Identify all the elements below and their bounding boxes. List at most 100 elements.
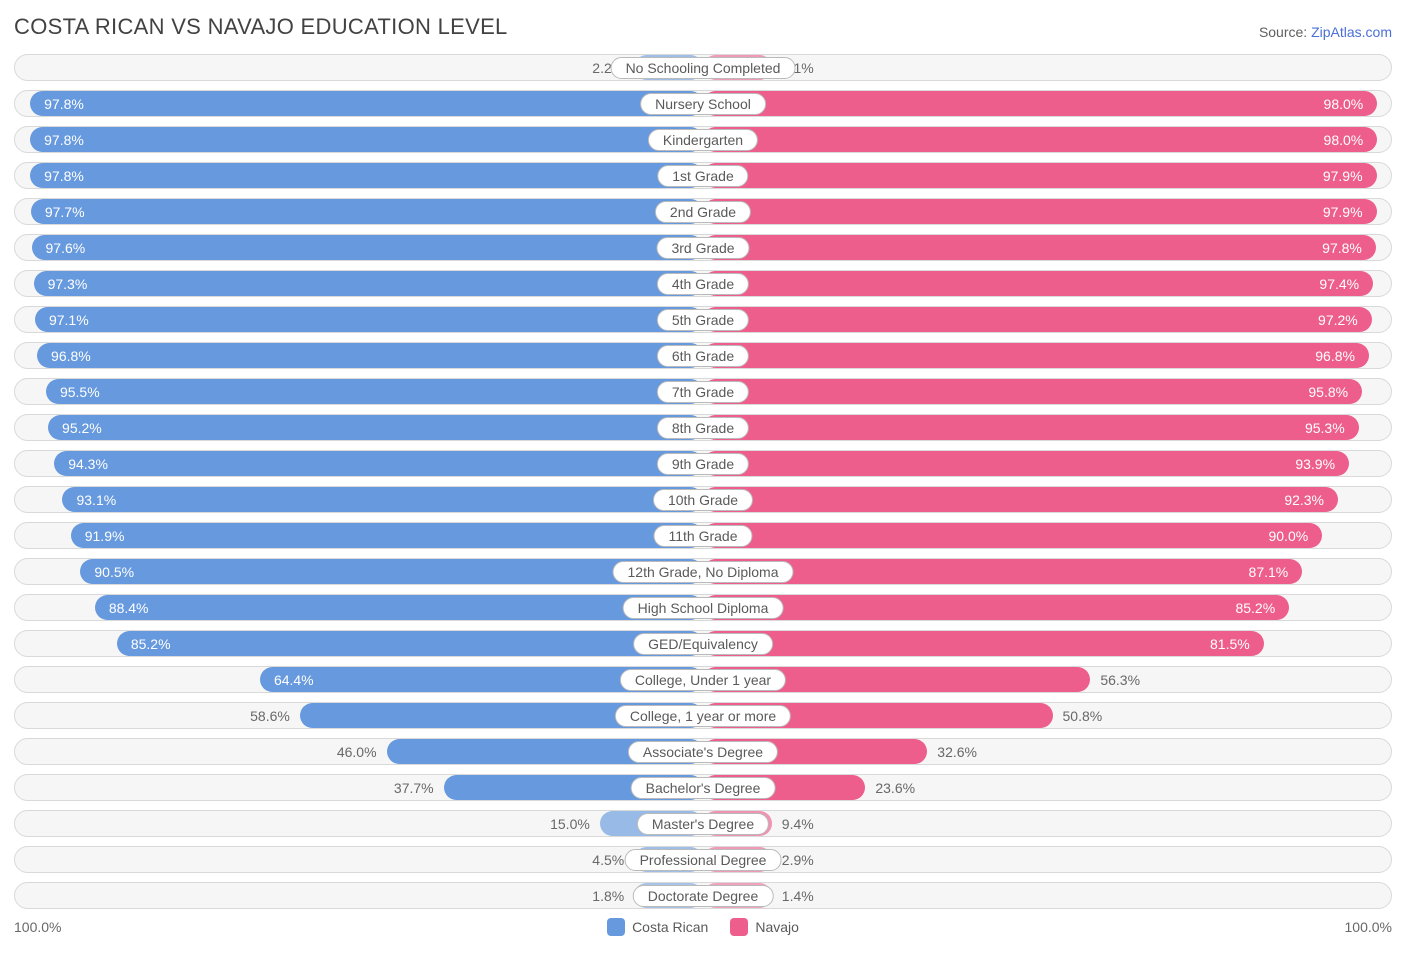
bar-row: 85.2%81.5%GED/Equivalency <box>14 630 1392 657</box>
bar-left <box>32 235 703 260</box>
pct-right: 95.3% <box>1295 415 1355 440</box>
category-label: Master's Degree <box>637 813 769 835</box>
category-label: Bachelor's Degree <box>631 777 776 799</box>
pct-right: 97.9% <box>1313 163 1373 188</box>
pct-left: 97.1% <box>39 307 99 332</box>
category-label: 10th Grade <box>653 489 753 511</box>
category-label: Doctorate Degree <box>633 885 774 907</box>
category-label: 12th Grade, No Diploma <box>613 561 794 583</box>
bar-row: 95.5% 95.8% 7th Grade <box>14 378 1392 405</box>
legend-item-left: Costa Rican <box>607 918 708 936</box>
category-label: GED/Equivalency <box>633 633 773 655</box>
category-label: 2nd Grade <box>655 201 751 223</box>
category-label: Associate's Degree <box>628 741 778 763</box>
bar-right <box>703 91 1377 116</box>
bar-row: 15.0%9.4%Master's Degree <box>14 810 1392 837</box>
pct-left: 90.5% <box>84 559 144 584</box>
pct-right: 98.0% <box>1314 127 1374 152</box>
pct-left: 97.3% <box>38 271 98 296</box>
bar-row: 64.4% 56.3% College, Under 1 year <box>14 666 1392 693</box>
bar-left <box>80 559 703 584</box>
bar-row: 96.8%96.8%6th Grade <box>14 342 1392 369</box>
pct-left: 96.8% <box>41 343 101 368</box>
legend-swatch-right <box>730 918 748 936</box>
bar-row: 97.8%98.0%Kindergarten <box>14 126 1392 153</box>
bar-right <box>703 235 1376 260</box>
pct-left: 97.8% <box>34 91 94 116</box>
bar-right <box>703 451 1349 476</box>
pct-left: 1.8% <box>582 883 634 908</box>
pct-right: 97.4% <box>1309 271 1369 296</box>
bar-right <box>703 307 1372 332</box>
bar-row: 4.5%2.9%Professional Degree <box>14 846 1392 873</box>
pct-left: 94.3% <box>58 451 118 476</box>
bar-row: 91.9%90.0%11th Grade <box>14 522 1392 549</box>
bar-row: 95.2% 95.3% 8th Grade <box>14 414 1392 441</box>
pct-left: 91.9% <box>75 523 135 548</box>
pct-left: 97.7% <box>35 199 95 224</box>
bar-right <box>703 199 1377 224</box>
bar-right <box>703 523 1322 548</box>
pct-left: 15.0% <box>540 811 600 836</box>
source-link[interactable]: ZipAtlas.com <box>1311 24 1392 40</box>
bar-row: 46.0% 32.6% Associate's Degree <box>14 738 1392 765</box>
pct-left: 95.2% <box>52 415 112 440</box>
category-label: 9th Grade <box>657 453 749 475</box>
bar-left <box>30 127 703 152</box>
pct-left: 93.1% <box>66 487 126 512</box>
pct-left: 97.8% <box>34 163 94 188</box>
pct-right: 87.1% <box>1239 559 1299 584</box>
pct-left: 46.0% <box>327 739 387 764</box>
pct-left: 88.4% <box>99 595 159 620</box>
pct-left: 85.2% <box>121 631 181 656</box>
pct-left: 58.6% <box>240 703 300 728</box>
left-axis-max: 100.0% <box>14 919 61 935</box>
category-label: 8th Grade <box>657 417 749 439</box>
bar-right <box>703 415 1359 440</box>
bar-left <box>71 523 703 548</box>
pct-right: 98.0% <box>1314 91 1374 116</box>
category-label: College, Under 1 year <box>620 669 786 691</box>
bar-row: 97.3%97.4%4th Grade <box>14 270 1392 297</box>
category-label: 11th Grade <box>653 525 752 547</box>
pct-right: 97.8% <box>1312 235 1372 260</box>
bar-row: 37.7%23.6%Bachelor's Degree <box>14 774 1392 801</box>
category-label: 3rd Grade <box>656 237 749 259</box>
bar-left <box>35 307 703 332</box>
pct-right: 95.8% <box>1298 379 1358 404</box>
category-label: Nursery School <box>640 93 766 115</box>
pct-left: 97.8% <box>34 127 94 152</box>
bar-right <box>703 127 1377 152</box>
bar-row: 97.8% 97.9% 1st Grade <box>14 162 1392 189</box>
legend-label-right: Navajo <box>755 919 799 935</box>
source-prefix: Source: <box>1259 24 1311 40</box>
category-label: 7th Grade <box>657 381 749 403</box>
category-label: High School Diploma <box>623 597 784 619</box>
bar-left <box>37 343 703 368</box>
right-axis-max: 100.0% <box>1345 919 1392 935</box>
pct-left: 95.5% <box>50 379 110 404</box>
bar-row: 93.1%92.3%10th Grade <box>14 486 1392 513</box>
pct-left: 37.7% <box>384 775 444 800</box>
pct-right: 56.3% <box>1090 667 1150 692</box>
category-label: 6th Grade <box>657 345 749 367</box>
bar-row: 1.8%1.4%Doctorate Degree <box>14 882 1392 909</box>
bar-right <box>703 379 1362 404</box>
bar-row: 58.6% 50.8% College, 1 year or more <box>14 702 1392 729</box>
bar-right <box>703 163 1377 188</box>
category-label: No Schooling Completed <box>611 57 796 79</box>
pct-left: 97.6% <box>36 235 96 260</box>
pct-left: 64.4% <box>264 667 324 692</box>
pct-right: 85.2% <box>1225 595 1285 620</box>
pct-right: 93.9% <box>1285 451 1345 476</box>
bar-left <box>34 271 703 296</box>
legend-item-right: Navajo <box>730 918 799 936</box>
source-attribution: Source: ZipAtlas.com <box>1259 24 1392 40</box>
pct-right: 97.9% <box>1313 199 1373 224</box>
bar-row: 97.1%97.2%5th Grade <box>14 306 1392 333</box>
pct-right: 50.8% <box>1053 703 1113 728</box>
pct-right: 32.6% <box>927 739 987 764</box>
category-label: College, 1 year or more <box>615 705 791 727</box>
bar-left <box>54 451 703 476</box>
category-label: 1st Grade <box>657 165 748 187</box>
